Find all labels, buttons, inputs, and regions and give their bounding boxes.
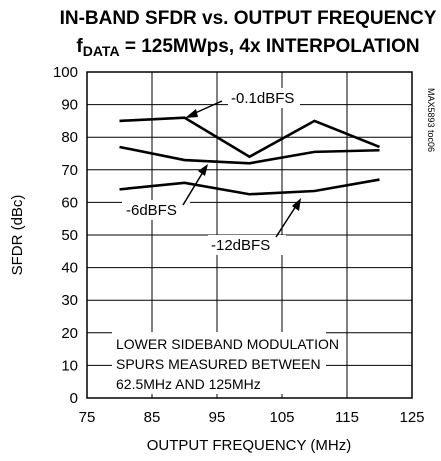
figure-id: MAX5893 toc06 xyxy=(426,88,436,152)
y-tick-label: 20 xyxy=(61,325,78,342)
annotation-bg-12 xyxy=(208,235,286,255)
note-box: LOWER SIDEBAND MODULATION SPURS MEASURED… xyxy=(112,332,339,394)
series-lines xyxy=(119,116,380,196)
note-line-1: LOWER SIDEBAND MODULATION xyxy=(116,336,339,352)
y-tick-label: 0 xyxy=(70,390,78,407)
note-line-2: SPURS MEASURED BETWEEN xyxy=(116,356,321,372)
x-tick-label: 75 xyxy=(79,409,96,426)
note-bg xyxy=(112,332,326,394)
annotation-bg-01 xyxy=(228,88,300,108)
series-line-2 xyxy=(119,178,380,196)
chart-title-line2: fDATA = 125MWps, 4x INTERPOLATION xyxy=(76,36,419,59)
x-tick-label: 125 xyxy=(399,409,424,426)
series-line-0 xyxy=(119,116,380,159)
annotation-arrowhead-12dbfs xyxy=(292,198,301,211)
annotation-arrow-6dbfs xyxy=(182,171,204,206)
tick-labels: 0 10 20 30 40 50 60 70 80 90 100 75 85 95 105 115 125 xyxy=(53,64,425,426)
plot-frame xyxy=(86,71,413,399)
annotation-arrowhead-01dbfs xyxy=(185,109,198,118)
chart-title-line1: IN-BAND SFDR vs. OUTPUT FREQUENCY xyxy=(60,8,437,29)
x-tick-label: 95 xyxy=(209,409,226,426)
title-f: f xyxy=(76,36,83,57)
annotations: -0.1dBFS -6dBFS -12dBFS xyxy=(122,88,301,255)
y-tick-label: 40 xyxy=(61,260,78,277)
y-tick-label: 10 xyxy=(61,357,78,374)
x-tick-label: 105 xyxy=(269,409,294,426)
y-tick-label: 50 xyxy=(61,227,78,244)
x-tick-label: 85 xyxy=(144,409,161,426)
y-tick-label: 100 xyxy=(53,64,78,81)
y-tick-label: 70 xyxy=(61,162,78,179)
annotation-label-01dbfs: -0.1dBFS xyxy=(231,90,294,107)
annotation-bg-6 xyxy=(122,200,190,220)
title-subscript: DATA xyxy=(83,43,120,59)
series-line-1 xyxy=(119,145,380,165)
x-axis-label: OUTPUT FREQUENCY (MHz) xyxy=(147,437,351,454)
annotation-arrow-12dbfs xyxy=(275,205,297,238)
y-tick-label: 90 xyxy=(61,97,78,114)
y-tick-label: 80 xyxy=(61,129,78,146)
title-rest: = 125MWps, 4x INTERPOLATION xyxy=(120,36,420,57)
annotation-label-6dbfs: -6dBFS xyxy=(126,202,177,219)
y-axis-label: SFDR (dBc) xyxy=(9,195,26,276)
annotation-arrowhead-6dbfs xyxy=(198,164,208,176)
y-tick-label: 30 xyxy=(61,292,78,309)
annotation-arrow-01dbfs xyxy=(192,100,223,115)
x-tick-label: 115 xyxy=(335,409,359,426)
y-tick-label: 60 xyxy=(61,194,78,211)
annotation-label-12dbfs: -12dBFS xyxy=(211,237,270,254)
note-line-3: 62.5MHz AND 125MHz xyxy=(116,376,261,392)
